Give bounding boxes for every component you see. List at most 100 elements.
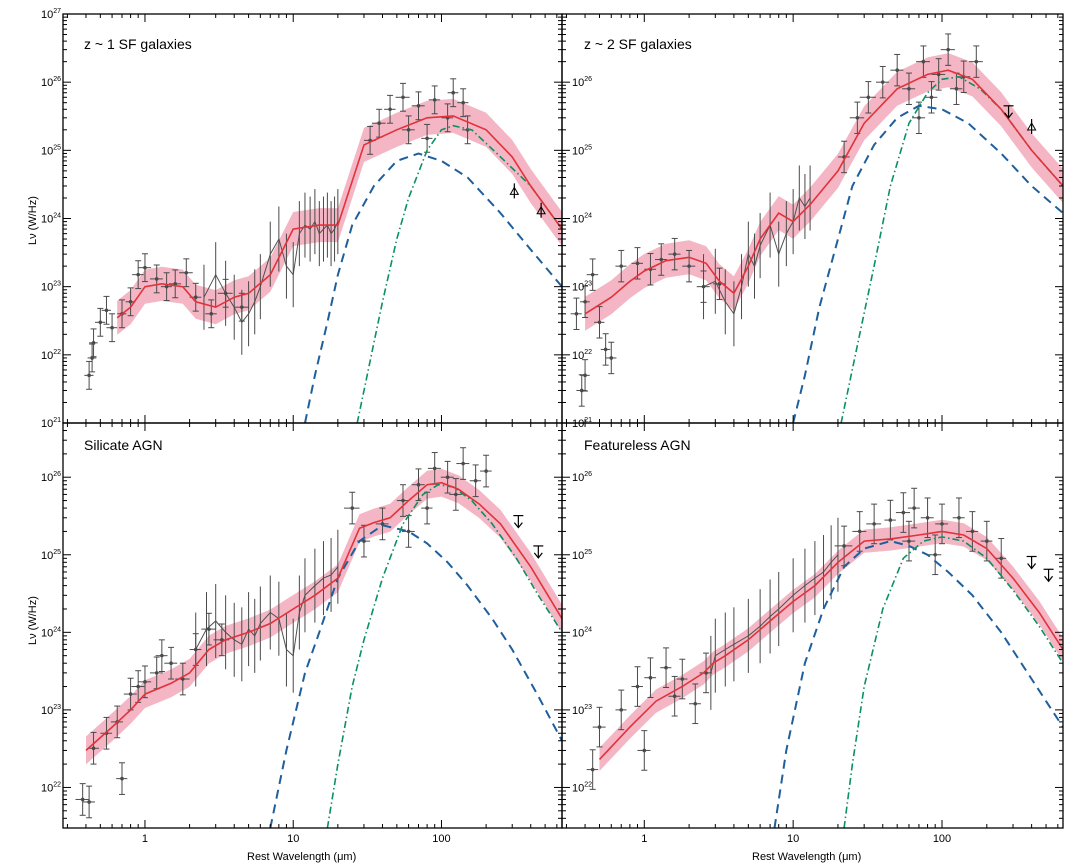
sf-component-line [840,75,1063,423]
plot-area [75,447,562,828]
plot-area [586,487,1063,828]
photometry-point [597,725,602,729]
x-tick-label: 100 [933,833,951,845]
y-tick-label: 1023 [572,281,592,294]
model-total-line [584,69,1063,315]
model-total-line [116,115,562,319]
photometry-point [609,356,614,360]
photometry-point [842,544,846,548]
photometry-point [929,95,934,100]
photometry-point [154,277,159,281]
photometry-point [872,522,876,526]
photometry-point [120,776,124,781]
x-tick-label: 10 [787,833,799,845]
y-tick-label: 1021 [41,417,61,430]
panel-z1-sf-galaxies: 1021 1022 1023 1024 1025 1026 1027 [41,8,563,430]
photometry-point [143,265,147,270]
plot-area [570,33,1063,423]
photometry-point [432,98,437,102]
model-uncertainty-band [585,53,1063,331]
photometry-point [907,86,911,91]
photometry-point [597,320,602,325]
y-tick-label: 1024 [572,213,592,226]
photometry-point [98,320,103,325]
photometry-point [91,746,96,751]
upper-limit-arrow [513,522,523,529]
y-tick-label: 1026 [41,471,61,484]
y-axis-title-top: Lν (W/Hz) [27,196,39,245]
photometry-point [940,522,944,526]
photometry-point [377,121,381,126]
photometry-point [701,284,706,289]
photometry-point [416,482,421,487]
photometry-point [425,506,429,510]
upper-limit-arrow [1044,575,1054,583]
x-axis-title-left: Rest Wavelength (μm) [247,851,356,863]
plot-area [84,78,562,423]
x-tick-label: 1 [142,833,148,845]
upper-limit-arrow [1004,112,1014,119]
photometry-point [583,373,587,378]
photometry-point [461,100,465,105]
photometry-point [985,539,989,543]
y-tick-label: 1024 [41,213,61,226]
photometry-point [401,95,405,100]
photometry-point [184,270,189,275]
panel-frame [561,422,1064,829]
photometry-point [635,261,640,266]
upper-limit-arrow [533,552,543,559]
photometry-point [388,107,392,112]
agn-component-line [269,524,562,828]
photometry-point [888,518,893,522]
panel-frame [62,422,563,829]
photometry-point [223,291,228,296]
y-tick-label: 1026 [572,471,592,484]
y-tick-label: 1026 [41,76,61,89]
sf-component-line [356,124,562,423]
y-tick-label: 1026 [572,76,592,89]
x-axis-title-right: Rest Wavelength (μm) [752,851,861,863]
sf-component-line [326,483,562,828]
photometry-point [110,325,114,330]
photometry-point [207,627,211,631]
photometry-point [635,684,640,689]
photometry-point [590,272,595,277]
y-tick-label: 1022 [572,781,592,794]
y-tick-label: 1023 [572,704,592,717]
photometry-point [143,680,147,684]
model-total-line [85,481,562,751]
panel-silicate-agn: 1022 1023 1024 1025 1026 1 10 100 [41,422,563,845]
photometry-point [901,510,906,515]
photometry-point [907,539,911,543]
photometry-point [693,701,698,706]
y-tick-label: 1022 [41,349,61,362]
photometry-point [128,299,133,304]
photometry-point [445,475,450,480]
photometry-point [687,264,691,268]
model-uncertainty-band [117,98,562,335]
photometry-point [946,47,950,52]
photometry-point [406,128,411,132]
photometry-point [432,466,437,471]
photometry-point [193,295,198,300]
photometry-point [659,257,664,262]
y-tick-label: 1025 [572,144,592,157]
y-tick-label: 1025 [41,549,61,562]
photometry-point [579,388,584,393]
photometry-point [672,252,677,256]
photometry-point [90,356,94,360]
y-tick-label: 1027 [41,8,61,21]
photometry-point [136,684,140,689]
irs-spectrum [203,220,339,324]
photometry-point [912,506,916,510]
photometry-point [80,797,85,802]
y-tick-label: 1025 [572,549,592,562]
photometry-point [454,492,458,497]
photometry-point [406,529,411,534]
photometry-point [999,556,1004,561]
photometry-point [895,68,899,72]
photometry-point [936,72,941,77]
x-tick-label: 10 [287,833,299,845]
